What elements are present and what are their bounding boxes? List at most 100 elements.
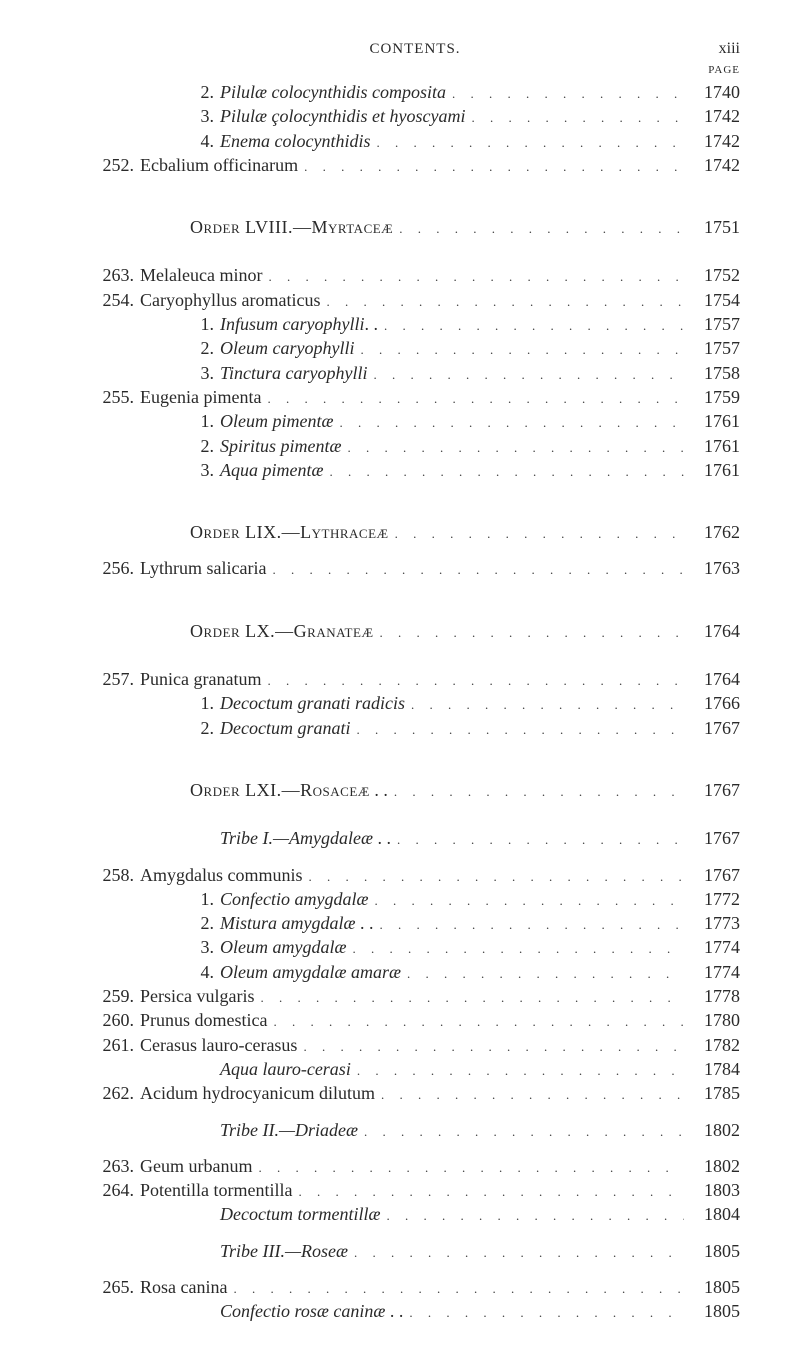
toc-entry: 263.Geum urbanum. . . . . . . . . . . . …: [90, 1154, 740, 1178]
vertical-gap: [90, 239, 740, 263]
entry-number: 258.: [90, 863, 140, 887]
toc-entry: 257.Punica granatum. . . . . . . . . . .…: [90, 667, 740, 691]
entry-number: 264.: [90, 1178, 140, 1202]
entry-page: 1763: [684, 556, 740, 580]
entry-page: 1785: [684, 1081, 740, 1105]
entry-page: 1803: [684, 1178, 740, 1202]
entry-page: 1740: [684, 80, 740, 104]
leader-dots: . . . . . . . . . . . . . . . . . . . . …: [254, 989, 684, 1007]
entry-page: 1782: [684, 1033, 740, 1057]
entry-page: 1805: [684, 1275, 740, 1299]
entry-number: 252.: [90, 153, 140, 177]
leader-dots: . . . . . . . . . . . . . . . . . . . . …: [374, 916, 684, 934]
leader-dots: . . . . . . . . . . . . . . . . . . . . …: [358, 1123, 684, 1141]
leader-dots: . . . . . . . . . . . . . . . . . . . . …: [465, 109, 684, 127]
toc-entry: 261.Cerasus lauro-cerasus. . . . . . . .…: [90, 1033, 740, 1057]
entry-number: 257.: [90, 667, 140, 691]
vertical-gap: [90, 802, 740, 826]
entry-page: 1742: [684, 153, 740, 177]
entry-number: 3.: [90, 458, 220, 482]
leader-dots: . . . . . . . . . . . . . . . . . . . . …: [348, 1244, 684, 1262]
vertical-gap: [90, 740, 740, 778]
toc-entry: Tribe III.—Roseæ. . . . . . . . . . . . …: [90, 1239, 740, 1263]
entry-number: 263.: [90, 1154, 140, 1178]
running-head: CONTENTS.: [150, 41, 680, 58]
entry-page: 1778: [684, 984, 740, 1008]
leader-dots: . . . . . . . . . . . . . . . . . . . . …: [370, 134, 684, 152]
toc-entry: 2.Mistura amygdalæ . .. . . . . . . . . …: [90, 911, 740, 935]
entry-label: Spiritus pimentæ: [220, 434, 342, 458]
entry-number: 2.: [90, 336, 220, 360]
entry-label: Tribe I.—Amygdaleæ . .: [220, 826, 391, 850]
leader-dots: . . . . . . . . . . . . . . . . . . . . …: [252, 1159, 684, 1177]
leader-dots: . . . . . . . . . . . . . . . . . . . . …: [368, 892, 684, 910]
vertical-gap: [90, 177, 740, 215]
leader-dots: . . . . . . . . . . . . . . . . . . . . …: [380, 1207, 684, 1225]
page-number: xiii: [680, 40, 740, 58]
table-of-contents: 2. Pilulæ colocynthidis composita . . . . …: [90, 80, 740, 1324]
toc-entry: Aqua lauro-cerasi. . . . . . . . . . . .…: [90, 1057, 740, 1081]
leader-dots: . . . . . . . . . . . . . . . . . . . . …: [393, 220, 684, 238]
leader-dots: . . . . . . . . . . . . . . . . . . . . …: [303, 868, 685, 886]
toc-entry: 2.Spiritus pimentæ. . . . . . . . . . . …: [90, 434, 740, 458]
leader-dots: . . . . . . . . . . . . . . . . . . . . …: [320, 293, 684, 311]
leader-dots: . . . . . . . . . . . . . . . . . . . . …: [298, 158, 684, 176]
entry-label: Oleum amygdalæ amaræ: [220, 960, 401, 984]
entry-page: 1766: [684, 691, 740, 715]
entry-number: 1.: [90, 691, 220, 715]
entry-number: 4.: [90, 960, 220, 984]
toc-entry: 3.Pilulæ çolocynthidis et hyoscyami. . .…: [90, 104, 740, 128]
toc-entry: 256.Lythrum salicaria. . . . . . . . . .…: [90, 556, 740, 580]
leader-dots: . . . . . . . . . . . . . . . . . . . . …: [346, 940, 684, 958]
vertical-gap: [90, 581, 740, 619]
leader-dots: . . . . . . . . . . . . . . . . . . . . …: [403, 1304, 684, 1322]
entry-label: Tribe III.—Roseæ: [220, 1239, 348, 1263]
entry-page: 1764: [684, 619, 740, 643]
entry-label: Ecbalium officinarum: [140, 153, 298, 177]
leader-dots: . . . . . . . . . . . . . . . . . . . . …: [374, 624, 685, 642]
page-label: PAGE: [90, 64, 740, 76]
leader-dots: . . . . . . . . . . . . . . . . . . . . …: [354, 341, 684, 359]
entry-label: Decoctum tormentillæ: [220, 1202, 380, 1226]
toc-entry: Decoctum tormentillæ. . . . . . . . . . …: [90, 1202, 740, 1226]
entry-label: Confectio rosæ caninæ . .: [220, 1299, 403, 1323]
entry-page: 1752: [684, 263, 740, 287]
toc-entry: 262.Acidum hydrocyanicum dilutum. . . . …: [90, 1081, 740, 1105]
entry-label: Caryophyllus aromaticus: [140, 288, 320, 312]
entry-label: Geum urbanum: [140, 1154, 252, 1178]
vertical-gap: [90, 643, 740, 667]
entry-label: Melaleuca minor: [140, 263, 262, 287]
toc-entry: Confectio rosæ caninæ . .. . . . . . . .…: [90, 1299, 740, 1323]
entry-label: Infusum caryophylli. .: [220, 312, 378, 336]
leader-dots: . . . . . . . . . . . . . . . . . . . . …: [405, 696, 684, 714]
entry-label: Order LXI.—Rosaceæ . .: [190, 778, 388, 802]
entry-page: 1780: [684, 1008, 740, 1032]
leader-dots: . . . . . . . . . . . . . . . . . . . . …: [378, 317, 684, 335]
entry-page: 1762: [684, 520, 740, 544]
toc-entry: 263.Melaleuca minor. . . . . . . . . . .…: [90, 263, 740, 287]
entry-page: 1742: [684, 129, 740, 153]
entry-number: 259.: [90, 984, 140, 1008]
entry-label: Mistura amygdalæ . .: [220, 911, 374, 935]
entry-page: 1754: [684, 288, 740, 312]
entry-label: Acidum hydrocyanicum dilutum: [140, 1081, 375, 1105]
entry-page: 1742: [684, 104, 740, 128]
entry-label: Persica vulgaris: [140, 984, 254, 1008]
leader-dots: . . . . . . . . . . . . . . . . . . . . …: [266, 561, 684, 579]
entry-label: Aqua pimentæ: [220, 458, 324, 482]
entry-label: Eugenia pimenta: [140, 385, 261, 409]
entry-label: Pilulæ çolocynthidis et hyoscyami: [220, 104, 465, 128]
toc-entry: 1.Decoctum granati radicis. . . . . . . …: [90, 691, 740, 715]
entry-label: Pilulæ colocynthidis composita: [220, 80, 446, 104]
entry-label: Order LX.—Granateæ: [190, 619, 374, 643]
toc-entry: 254.Caryophyllus aromaticus. . . . . . .…: [90, 288, 740, 312]
toc-entry: 3.Aqua pimentæ. . . . . . . . . . . . . …: [90, 458, 740, 482]
entry-page: 1784: [684, 1057, 740, 1081]
toc-entry: Tribe II.—Driadeæ. . . . . . . . . . . .…: [90, 1118, 740, 1142]
entry-label: Amygdalus communis: [140, 863, 303, 887]
toc-entry: Order LXI.—Rosaceæ . .. . . . . . . . . …: [90, 778, 740, 802]
vertical-gap: [90, 1106, 740, 1118]
toc-entry: Tribe I.—Amygdaleæ . .. . . . . . . . . …: [90, 826, 740, 850]
entry-page: 1802: [684, 1154, 740, 1178]
vertical-gap: [90, 482, 740, 520]
